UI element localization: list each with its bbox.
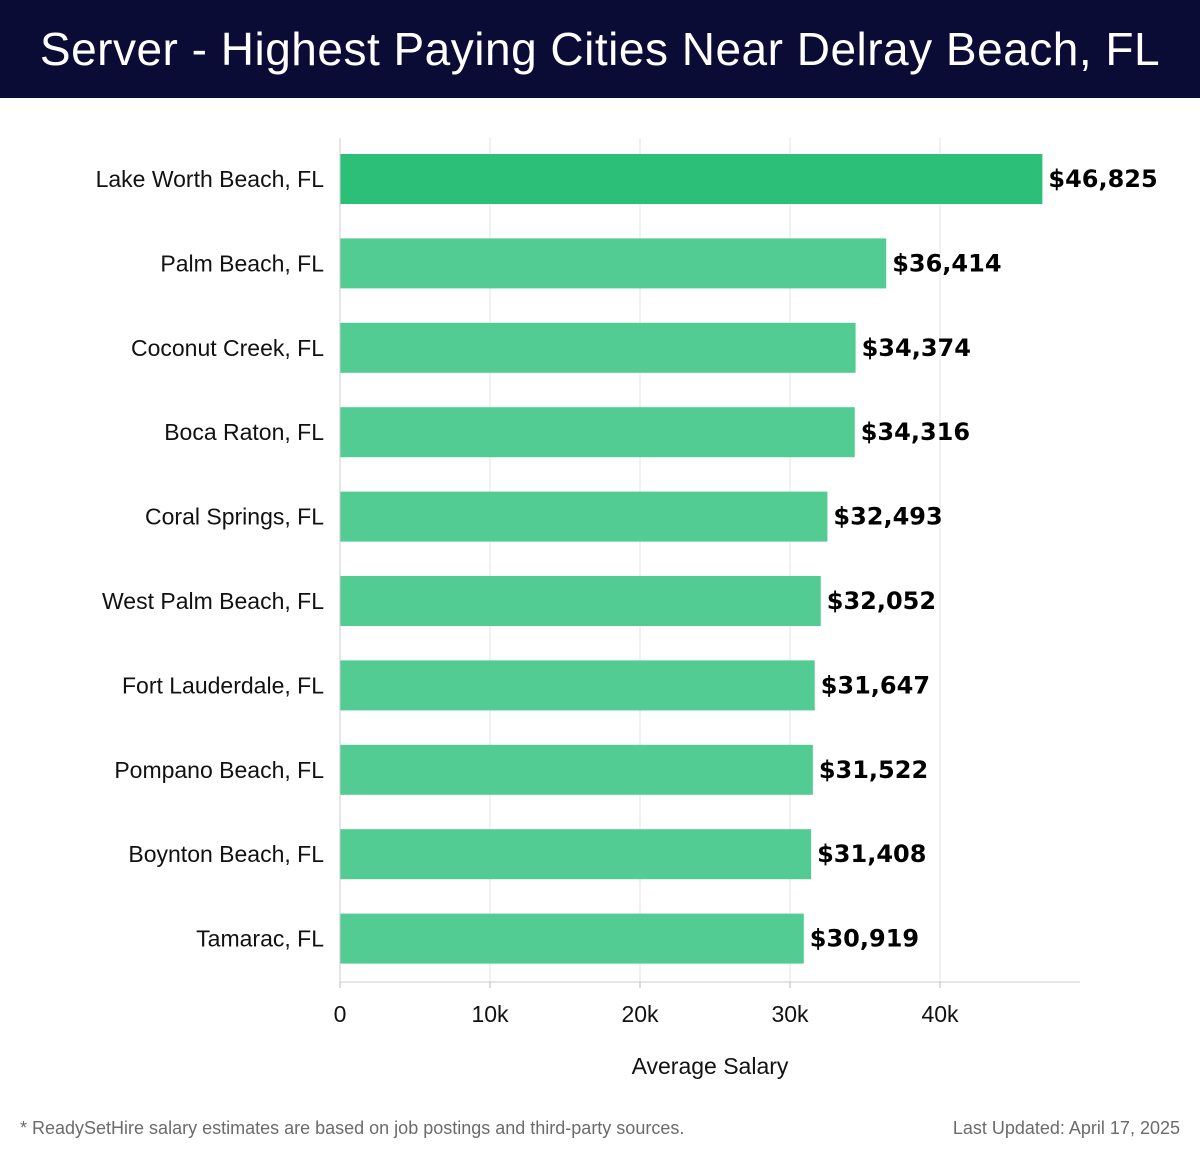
bar [340,407,855,458]
chart-title: Server - Highest Paying Cities Near Delr… [39,23,1161,75]
category-label: Pompano Beach, FL [114,757,324,783]
value-label: $34,316 [861,418,970,446]
bar [340,322,856,373]
category-label: West Palm Beach, FL [102,588,324,614]
x-axis-title: Average Salary [632,1053,789,1079]
value-label: $31,522 [819,756,928,784]
value-label: $32,052 [827,587,936,615]
chart-header: Server - Highest Paying Cities Near Delr… [0,0,1200,98]
bar [340,660,815,711]
footer-last-updated: Last Updated: April 17, 2025 [952,1118,1180,1138]
x-tick-label: 40k [921,1001,959,1027]
x-tick-label: 30k [771,1001,809,1027]
category-label: Boca Raton, FL [164,419,324,445]
value-label: $30,919 [810,925,919,953]
value-label: $32,493 [833,503,942,531]
bar [340,491,828,542]
bar [340,829,812,880]
category-label: Boynton Beach, FL [128,841,324,867]
value-label: $31,408 [817,840,926,868]
value-label: $34,374 [862,334,971,362]
category-label: Lake Worth Beach, FL [96,166,325,192]
category-label: Coconut Creek, FL [131,335,324,361]
salary-bar-chart: Lake Worth Beach, FL $46,825 Palm Beach, F… [96,138,1158,1079]
x-tick-label: 20k [621,1001,659,1027]
category-label: Tamarac, FL [196,926,324,952]
x-tick-label: 10k [471,1001,509,1027]
value-label: $31,647 [821,671,930,699]
category-label: Coral Springs, FL [145,504,324,530]
x-tick-label: 0 [334,1001,347,1027]
bar [340,913,804,964]
bar [340,238,887,289]
bar [340,744,813,795]
bar [340,154,1043,204]
value-label: $46,825 [1048,165,1157,193]
bar [340,576,821,626]
footer-note: * ReadySetHire salary estimates are base… [20,1118,685,1138]
category-label: Palm Beach, FL [160,250,324,276]
category-label: Fort Lauderdale, FL [122,672,324,698]
value-label: $36,414 [892,249,1001,277]
